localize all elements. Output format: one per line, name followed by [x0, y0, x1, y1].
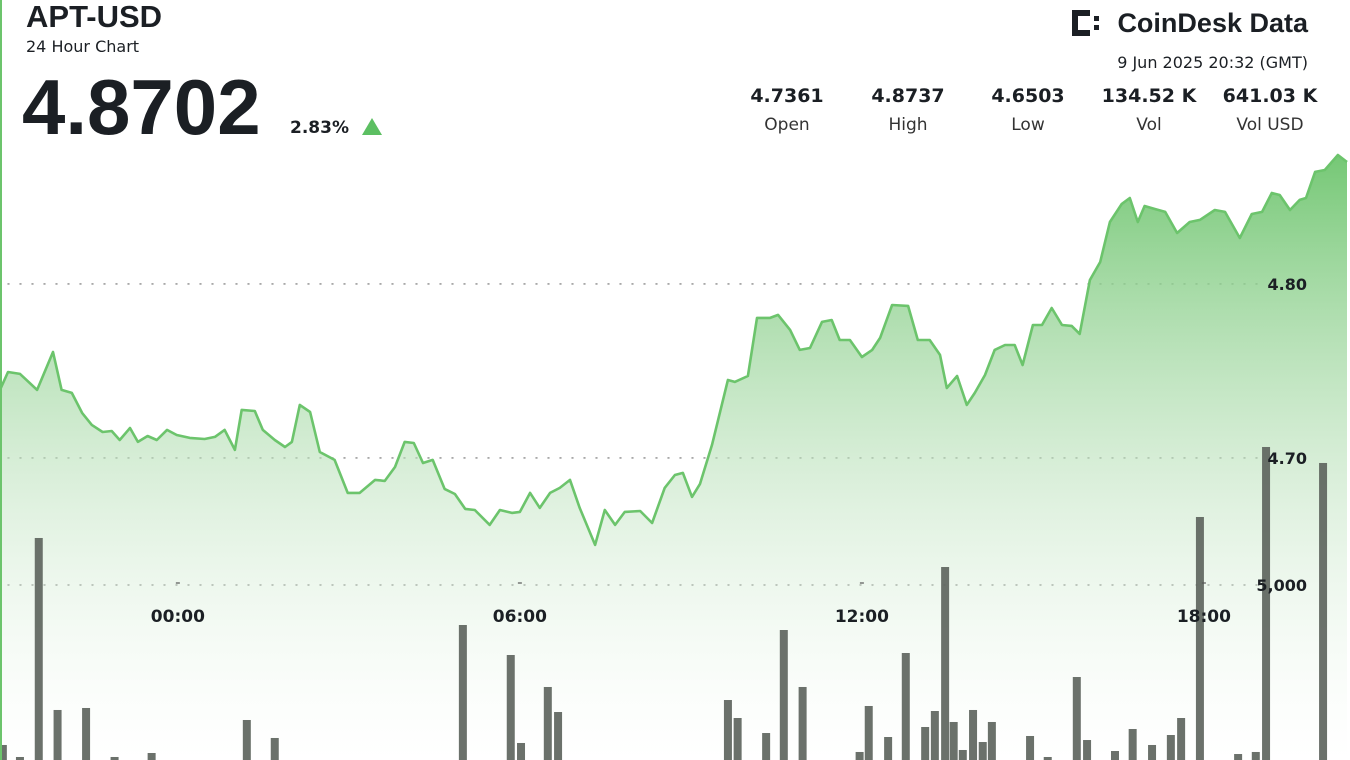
x-tick-label: 12:00 — [835, 607, 889, 627]
volume-bar — [1166, 735, 1175, 760]
volume-bar — [798, 686, 807, 760]
volume-bar — [864, 705, 873, 760]
timestamp: 9 Jun 2025 20:32 (GMT) — [1117, 53, 1308, 72]
volume-bar — [978, 742, 987, 760]
volume-bar — [958, 749, 967, 760]
brand: CoinDesk Data — [1117, 8, 1309, 38]
x-tick-label: 00:00 — [151, 607, 205, 627]
volume-bar — [723, 700, 732, 760]
volume-bar — [1262, 446, 1271, 760]
left-border — [0, 0, 2, 760]
volume-bar — [969, 709, 978, 760]
volume-bar — [921, 726, 930, 760]
volume-bar — [949, 721, 958, 760]
stat-value: 4.8737 — [871, 85, 944, 107]
stat-label: Open — [764, 115, 809, 135]
volume-bar — [0, 744, 7, 760]
x-tick-label: 18:00 — [1177, 607, 1231, 627]
volume-bar — [1195, 516, 1204, 760]
subtitle: 24 Hour Chart — [26, 37, 139, 56]
volume-bar — [1083, 740, 1092, 760]
volume-bar — [53, 709, 62, 760]
stat-value: 4.6503 — [991, 85, 1064, 107]
series-line — [0, 153, 1348, 547]
volume-bar — [855, 751, 864, 760]
price-area — [0, 155, 1347, 760]
stat-value: 134.52 K — [1102, 85, 1198, 107]
y-tick-label: 4.80 — [1268, 275, 1307, 294]
plot-area: 4.80 4.70 5,000 00:00 06:00 12:00 18:00 — [0, 153, 1348, 760]
volume-bar — [779, 630, 788, 760]
volume-bar — [1251, 751, 1260, 760]
volume-bar — [1148, 744, 1157, 760]
y-tick-label: 4.70 — [1268, 449, 1307, 468]
volume-bar — [506, 654, 515, 760]
stat-label: High — [888, 115, 927, 135]
y-tick-label: 5,000 — [1256, 576, 1307, 595]
series-bars — [0, 446, 1328, 760]
volume-bar — [110, 756, 119, 760]
volume-bar — [147, 752, 156, 760]
volume-bar — [82, 707, 91, 760]
brand-logo — [1072, 10, 1099, 36]
change-arrow — [362, 118, 382, 135]
volume-bar — [1319, 462, 1328, 760]
volume-bar — [930, 710, 939, 760]
volume-bar — [941, 567, 950, 760]
volume-bar — [884, 737, 893, 760]
price-line — [0, 153, 1348, 547]
volume-bar — [733, 717, 742, 760]
volume-bar — [15, 756, 24, 760]
volume-bar — [517, 742, 526, 760]
volume-bar — [1177, 717, 1186, 760]
volume-bar — [458, 625, 467, 760]
stat-value: 4.7361 — [750, 85, 823, 107]
volume-bar — [1043, 756, 1052, 760]
volume-bar — [34, 537, 43, 760]
volume-bar — [901, 653, 910, 760]
stat-label: Vol — [1136, 115, 1161, 135]
stat-label: Low — [1011, 115, 1045, 135]
volume-bar — [762, 733, 771, 760]
volume-bar — [987, 721, 996, 760]
x-tick-label: 06:00 — [493, 607, 547, 627]
volume-bar — [270, 737, 279, 760]
volume-bar — [1110, 751, 1119, 760]
last-price: 4.8702 — [22, 63, 261, 151]
series-area — [0, 155, 1347, 760]
stat-label: Vol USD — [1236, 115, 1303, 135]
volume-bar — [1128, 728, 1137, 760]
change: 2.83% — [290, 118, 349, 138]
volume-bar — [1234, 754, 1243, 760]
stat-value: 641.03 K — [1223, 85, 1319, 107]
header: APT-USD 24 Hour Chart 4.8702 2.83% CoinD… — [22, 0, 1319, 151]
volume-bar — [554, 712, 563, 760]
volume-bar — [242, 719, 251, 760]
symbol: APT-USD — [26, 0, 162, 34]
volume-bar — [1072, 677, 1081, 760]
volume-bar — [1026, 735, 1035, 760]
axis-labels: 4.80 4.70 5,000 00:00 06:00 12:00 18:00 — [151, 275, 1307, 627]
volume-bar — [543, 686, 552, 760]
